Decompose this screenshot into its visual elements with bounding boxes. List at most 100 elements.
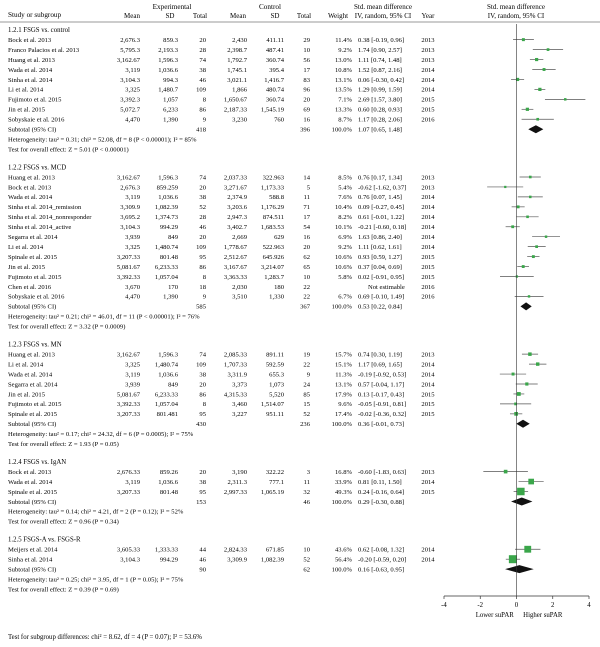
subtotal-ctl-total: 46 (303, 499, 310, 506)
cell-w: 8.5% (338, 174, 352, 181)
cell-em: 3,119 (125, 371, 140, 378)
study-ci: 0.81 [0.11, 1.50] (358, 479, 402, 486)
table-row: Spinale et al. 2015 3,207.33 801.48 95 2,512… (8, 254, 435, 261)
cell-et: 46 (199, 557, 206, 564)
header-weight: Weight (328, 12, 348, 20)
cell-cm: 2,374.9 (227, 194, 247, 201)
study-year: 2014 (421, 234, 435, 241)
cell-cm: 1,650.67 (224, 97, 248, 104)
cell-csd: 322.963 (263, 174, 285, 181)
cell-esd: 1,596.3 (158, 351, 178, 358)
study-ci: 1.29 [0.99, 1.59] (358, 87, 402, 94)
cell-esd: 6,233 (163, 107, 179, 114)
study-name: Franco Palacios et al. 2013 (8, 47, 80, 54)
cell-em: 5,081.67 (117, 264, 141, 271)
study-year: 2016 (421, 117, 435, 124)
cell-w: 10.1% (335, 224, 353, 231)
study-year: 2015 (421, 254, 435, 261)
cell-w: 10.8% (335, 67, 353, 74)
study-name: Sobyskaie et al. 2016 (8, 294, 65, 301)
header-smd-line1: Std. mean difference (354, 3, 412, 11)
cell-w: 8.7% (338, 117, 352, 124)
study-name: Bock et al. 2013 (8, 37, 52, 44)
subtotal-label: Subtotal (95% CI) (8, 421, 56, 428)
overall-effect-text: Test for overall effect: Z = 5.01 (P < 0… (8, 146, 129, 153)
study-name: Wada et al. 2014 (8, 194, 53, 201)
cell-ct: 29 (303, 37, 310, 44)
header-exp-sd: SD (166, 12, 175, 20)
cell-w: 9.2% (338, 244, 352, 251)
header-exp-mean: Mean (124, 12, 140, 20)
study-ci: 1.74 [0.90, 2.57] (358, 47, 402, 54)
study-year: 2015 (421, 264, 435, 271)
study-name: Wada et al. 2014 (8, 67, 53, 74)
cell-em: 5,081.67 (117, 391, 141, 398)
cell-esd: 1,036.6 (158, 67, 178, 74)
cell-cm: 3,227 (232, 411, 248, 418)
cell-esd: 859.259 (157, 184, 179, 191)
cell-et: 95 (199, 254, 206, 261)
cell-ct: 52 (303, 411, 310, 418)
subgroup-title: 1.2.3 FSGS vs. MN (8, 342, 62, 349)
study-year: 2015 (421, 107, 435, 114)
cell-csd: 1,545.19 (261, 107, 285, 114)
table-row: Meijers et al. 2014 3,605.33 1,333.33 44 2,8… (8, 547, 435, 554)
cell-esd: 994.3 (163, 77, 179, 84)
cell-cm: 4,315.33 (224, 391, 248, 398)
subtotal-ci: 1.07 [0.65, 1.48] (358, 127, 402, 134)
study-point (535, 245, 538, 249)
table-row: Fujimoto et al. 2015 3,392.3 1,057 8 1,650.6… (8, 97, 435, 104)
study-ci: 0.38 [-0.19, 0.96] (358, 37, 404, 44)
study-ci: 1.52 [0.87, 2.16] (358, 67, 402, 74)
table-row: Sinha et al. 2014 3,104.3 994.3 46 3,021.1 1,… (8, 77, 435, 84)
cell-em: 4,470 (125, 117, 141, 124)
study-point (546, 48, 550, 51)
study-point (524, 545, 532, 553)
table-row: Sinha et al. 2014_nonresponder 3,695.2 1,3… (8, 214, 435, 221)
cell-cm: 3,510 (232, 294, 248, 301)
study-point (564, 98, 567, 101)
cell-et: 38 (199, 194, 206, 201)
cell-et: 38 (199, 479, 206, 486)
cell-w: 43.6% (335, 547, 353, 554)
study-year: 2016 (421, 294, 435, 301)
cell-w: 11.3% (335, 371, 352, 378)
study-name: Spinale et al. 2015 (8, 489, 58, 496)
cell-cm: 3,190 (232, 469, 248, 476)
study-ci: 0.60 [0.28, 0.93] (358, 107, 402, 114)
heterogeneity-text: Heterogeneity: tau² = 0.25; chi² = 3.95,… (8, 576, 184, 583)
subgroup-title: 1.2.2 FSGS vs. MCD (8, 164, 66, 171)
study-ci: 1.17 [0.28, 2.06] (358, 117, 402, 124)
study-name: Jin et al. 2015 (8, 264, 46, 271)
cell-ct: 10 (303, 274, 310, 281)
heterogeneity-text: Heterogeneity: tau² = 0.21; chi² = 46.01… (8, 314, 200, 321)
cell-cm: 2,824.33 (224, 547, 248, 554)
subtotal-ci: 0.29 [-0.30, 0.88] (358, 499, 404, 506)
cell-et: 86 (199, 107, 206, 114)
cell-ct: 14 (303, 174, 310, 181)
cell-em: 3,162.67 (117, 351, 141, 358)
cell-csd: 1,283.7 (264, 274, 284, 281)
table-row: Bock et al. 2013 2,676.3 859.259 20 3,271.67… (8, 184, 435, 191)
study-year: 2016 (421, 284, 435, 291)
study-point (511, 225, 515, 229)
study-year: 2014 (421, 371, 435, 378)
cell-cm: 2,037.33 (224, 174, 248, 181)
study-point (538, 87, 542, 92)
study-name: Sinha et al. 2014_remission (8, 204, 82, 211)
cell-esd: 1,480.7 (158, 87, 178, 94)
study-name: Bock et al. 2013 (8, 184, 52, 191)
cell-csd: 1,073 (269, 381, 285, 388)
cell-et: 20 (199, 234, 206, 241)
cell-em: 3,104.3 (120, 224, 140, 231)
cell-esd: 1,057.04 (155, 401, 179, 408)
cell-et: 46 (199, 224, 206, 231)
cell-cm: 2,947.3 (227, 214, 247, 221)
x-tick-label: -2 (477, 602, 483, 609)
study-year: 2013 (421, 351, 435, 358)
study-ci: 1.11 [0.62, 1.61] (358, 244, 402, 251)
cell-csd: 1,330 (269, 294, 285, 301)
header-study: Study or subgroup (8, 11, 62, 19)
study-point (535, 57, 539, 62)
